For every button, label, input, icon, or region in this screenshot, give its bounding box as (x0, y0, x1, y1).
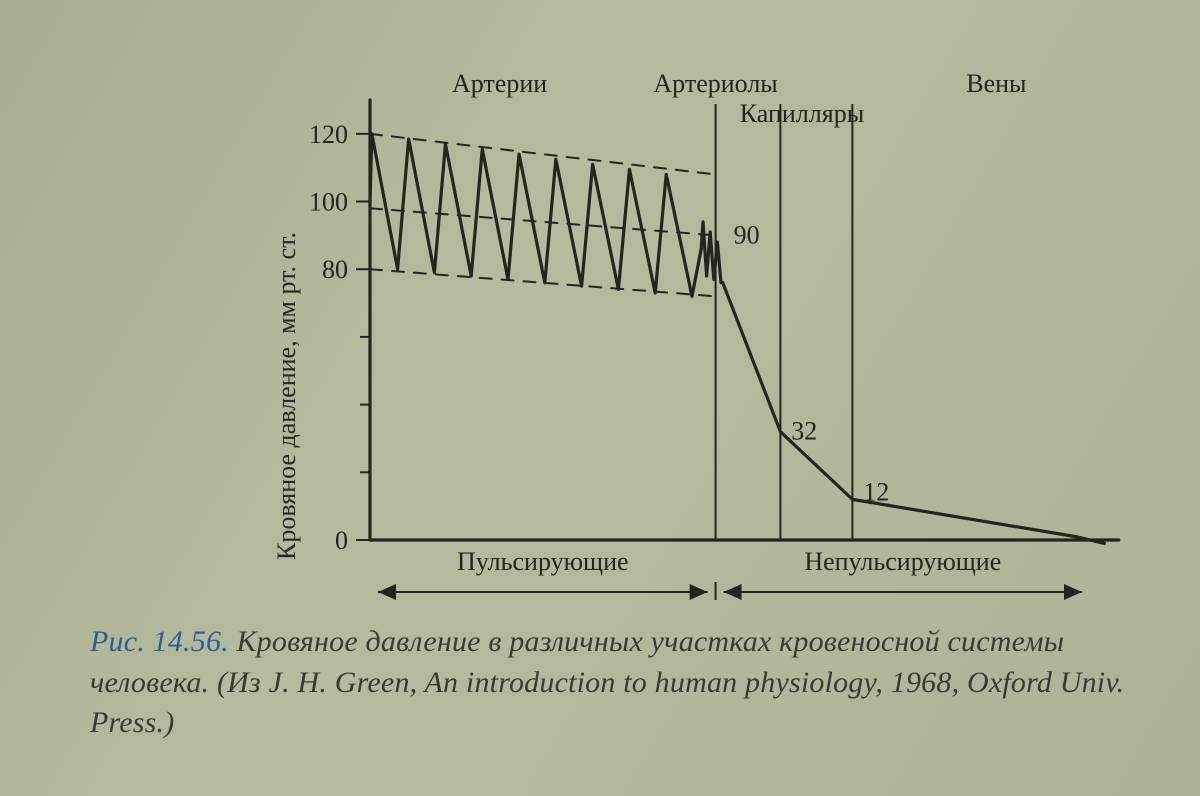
svg-text:90: 90 (734, 220, 760, 249)
chart-container: 0 80 100 120 Артерии АртериолыКапилляры Вены 90… (250, 40, 1150, 600)
svg-text:Артериолы: Артериолы (653, 69, 777, 98)
svg-text:0: 0 (335, 526, 348, 555)
figure-caption: Рис. 14.56. Кровяное давление в различны… (90, 622, 1150, 744)
figure-caption-text: Кровяное давление в различных участках к… (90, 625, 1124, 739)
svg-text:12: 12 (863, 478, 889, 507)
svg-text:Капилляры: Капилляры (740, 99, 864, 128)
svg-text:Непульсирующие: Непульсирующие (804, 547, 1001, 576)
svg-text:100: 100 (309, 188, 348, 217)
y-axis-label: Кровяное давление, мм рт. ст. (272, 232, 302, 560)
svg-text:Артерии: Артерии (452, 69, 547, 98)
svg-text:32: 32 (791, 417, 817, 446)
bp-chart: 0 80 100 120 Артерии АртериолыКапилляры Вены 90… (250, 40, 1150, 600)
svg-text:Пульсирующие: Пульсирующие (457, 547, 628, 576)
svg-text:Вены: Вены (966, 69, 1026, 98)
figure-number: Рис. 14.56. (90, 625, 229, 658)
svg-text:120: 120 (309, 120, 348, 149)
svg-text:80: 80 (322, 255, 348, 284)
